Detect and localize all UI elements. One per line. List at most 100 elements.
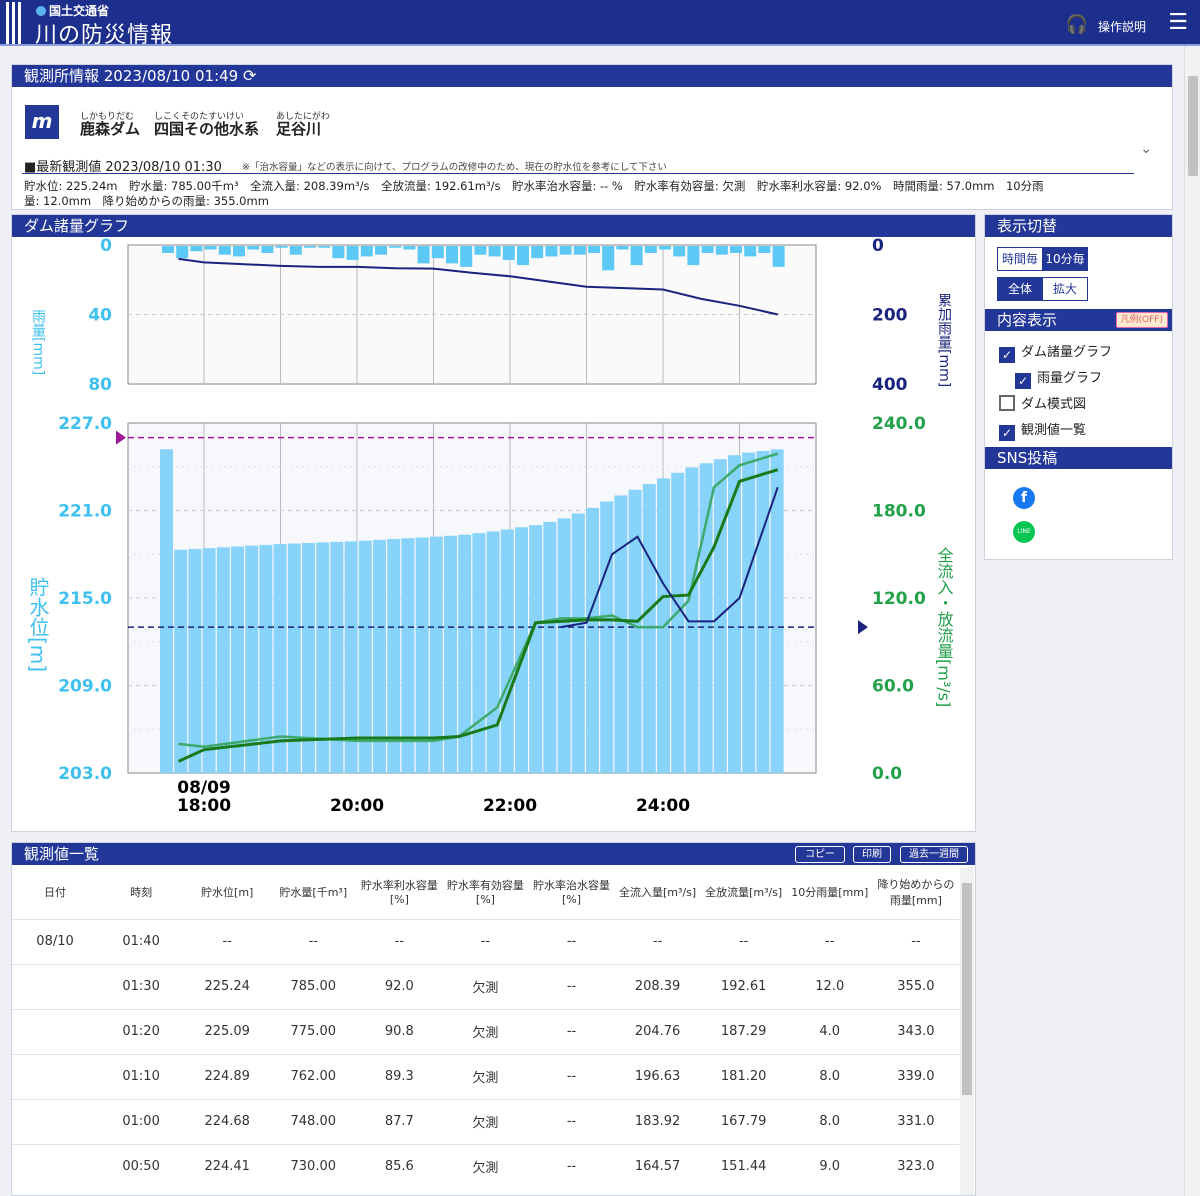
level-tick-label: 215.0 [58, 589, 112, 609]
facebook-icon[interactable]: f [1013, 487, 1035, 509]
rain-bar [360, 246, 373, 257]
checkbox-checked-icon[interactable]: ✓ [999, 425, 1015, 441]
table-cell: 87.7 [356, 1098, 443, 1144]
checkbox-checked-icon[interactable]: ✓ [999, 347, 1015, 363]
help-link[interactable]: 操作説明 [1097, 20, 1146, 34]
column-header: 時刻 [130, 885, 153, 899]
content-item-dam-diagram[interactable]: ダム模式図 [999, 393, 1086, 412]
column-header: 日付 [44, 885, 67, 899]
page-scrollbar[interactable] [1184, 46, 1200, 1196]
rain-bar [659, 246, 671, 250]
column-header: 全放流量[m³/s] [705, 885, 783, 899]
ministry-label: 国土交通省 [36, 2, 109, 19]
rain-bar [758, 246, 771, 253]
zoom-button[interactable]: 拡大 [1042, 277, 1088, 301]
table-row: 08/10 01:40 -- -- -- -- -- -- -- -- -- [12, 918, 959, 964]
rain-bar [701, 246, 714, 253]
rain-bar [545, 246, 558, 257]
content-item-dam-graph[interactable]: ✓ ダム諸量グラフ [999, 341, 1112, 363]
level-bar [387, 539, 401, 773]
dam-chart[interactable]: 0 40 80 0 200 400 227.0 221.0 215.0 209.0 203.0 240… [12, 237, 975, 831]
graph-panel: ダム諸量グラフ 0 40 80 0 200 400 227.0 221.0 215.0 209.0… [11, 214, 976, 832]
content-item-rain-graph[interactable]: ✓ 雨量グラフ [1015, 367, 1102, 389]
rain-bar [744, 246, 757, 257]
line-icon[interactable]: LINE [1013, 521, 1035, 543]
ten-minute-button[interactable]: 10分毎 [1042, 247, 1088, 271]
graph-panel-title: ダム諸量グラフ [12, 215, 975, 237]
checkbox-unchecked-icon[interactable] [999, 395, 1015, 411]
x-tick-label: 22:00 [483, 796, 537, 816]
rain-bar [162, 246, 174, 253]
table-row: 01:10 224.89 762.00 89.3 欠測 -- 196.63 181.20 8.0… [12, 1053, 959, 1099]
rain-bar [261, 246, 274, 253]
rain-bar [531, 246, 544, 259]
table-cell [12, 1098, 99, 1144]
rain-bar [218, 246, 231, 255]
checkbox-checked-icon[interactable]: ✓ [1015, 373, 1031, 389]
level-bar [742, 452, 756, 773]
table-scrollbar[interactable] [960, 867, 974, 1195]
river-name: 足谷川 [276, 120, 322, 138]
rain-bar [233, 246, 245, 257]
rain-bar [772, 246, 785, 267]
copy-button[interactable]: コピー [795, 846, 845, 863]
table-cell: 01:00 [98, 1098, 185, 1144]
rain-bar [715, 246, 728, 255]
table-cell: 224.89 [184, 1053, 271, 1099]
view-all-button[interactable]: 全体 [997, 277, 1043, 301]
level-bar [202, 548, 216, 773]
table-cell: 164.57 [614, 1143, 701, 1189]
rain-bar [602, 246, 615, 271]
flow-tick-label: 180.0 [872, 502, 926, 522]
headset-icon[interactable]: 🎧 [1065, 14, 1088, 35]
legend-toggle-button[interactable]: 凡例(OFF) [1115, 312, 1168, 328]
app-title[interactable]: 川の防災情報 [35, 23, 174, 48]
past-week-button[interactable]: 過去一週間 [900, 846, 968, 863]
expand-chevron-icon[interactable]: ⌄ [1140, 141, 1152, 157]
level-bar [571, 513, 585, 773]
cum-axis-title: 累加雨量[mm] [936, 293, 952, 387]
rain-bar [559, 246, 572, 255]
table-cell: 01:40 [98, 918, 185, 964]
table-cell: 9.0 [786, 1143, 873, 1189]
column-header: 10分雨量[mm] [791, 885, 869, 899]
latest-values-line1: 貯水位: 225.24m 貯水量: 785.00千m³ 全流入量: 208.39… [24, 179, 1044, 193]
table-cell: 187.29 [700, 1008, 787, 1054]
level-trend-line [560, 486, 779, 629]
table-cell: 89.3 [356, 1053, 443, 1099]
content-item-value-list[interactable]: ✓ 観測値一覧 [999, 419, 1086, 441]
level-axis-title: 貯水位[m] [26, 577, 50, 672]
table-cell: -- [528, 1098, 615, 1144]
rain-bar [616, 246, 629, 250]
hourly-button[interactable]: 時間毎 [997, 247, 1043, 271]
hamburger-menu-icon[interactable]: ☰ [1168, 10, 1188, 35]
table-cell: -- [528, 1053, 615, 1099]
rain-bar [687, 246, 700, 266]
rain-bar [431, 246, 444, 259]
level-bar [401, 538, 415, 773]
level-tick-label: 221.0 [58, 502, 112, 522]
level-bar [614, 495, 628, 773]
rain-bar [446, 246, 458, 264]
level-bar [557, 518, 571, 773]
table-row: 00:50 224.41 730.00 85.6 欠測 -- 164.57 151.44 9.0… [12, 1143, 959, 1189]
rain-bar [375, 246, 387, 255]
level-bar [429, 536, 443, 773]
cum-tick-label: 400 [872, 375, 908, 395]
sns-title: SNS投稿 [985, 447, 1172, 469]
rain-bar [247, 246, 260, 250]
table-cell: 775.00 [270, 1008, 357, 1054]
station-panel: 観測所情報 2023/08/10 01:49 ⟳ m しかもりだむ 鹿森ダム し… [11, 64, 1173, 210]
rain-bar [204, 246, 217, 250]
app-header: 国土交通省 川の防災情報 🎧 操作説明 ☰ [0, 0, 1200, 48]
rain-bar [588, 246, 600, 253]
level-bar [500, 529, 514, 773]
print-button[interactable]: 印刷 [853, 846, 891, 863]
refresh-icon[interactable]: ⟳ [243, 66, 257, 85]
logo-bars [6, 2, 24, 44]
level-bar [273, 544, 287, 773]
table-cell: 730.00 [270, 1143, 357, 1189]
level-bar [415, 537, 429, 773]
table-cell: 331.0 [872, 1098, 959, 1144]
station-panel-title: 観測所情報 2023/08/10 01:49 ⟳ [12, 65, 1172, 87]
